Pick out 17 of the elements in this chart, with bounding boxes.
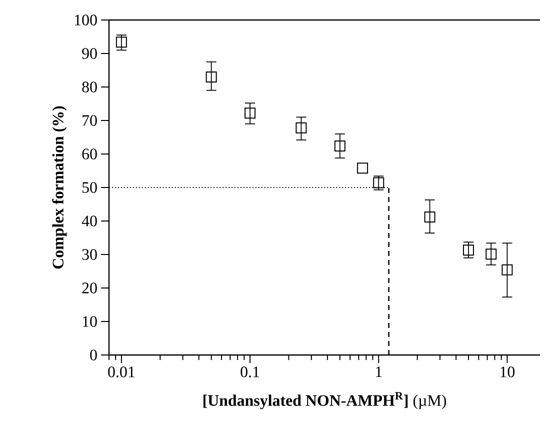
y-tick-label: 50: [82, 182, 97, 193]
y-axis-title: Complex formation (%): [52, 106, 67, 269]
y-tick-label: 90: [82, 48, 97, 59]
y-tick-label: 10: [82, 316, 97, 327]
x-tick-label: 0.01: [108, 366, 134, 378]
y-tick-label: 0: [90, 350, 97, 360]
y-tick-label: 100: [74, 14, 97, 26]
y-tick-label: 30: [82, 249, 97, 260]
y-tick-label: 20: [82, 282, 97, 294]
y-tick-label: 80: [82, 82, 97, 92]
y-tick-label: 40: [82, 216, 97, 226]
y-tick-label: 70: [82, 115, 97, 126]
x-tick-label: 0.1: [240, 366, 260, 378]
x-tick-label: 1: [376, 366, 382, 378]
text: [Undansylated NON-AMPH$^{R}$] (µM): [203, 392, 446, 410]
x-tick-label: 10: [500, 366, 515, 378]
y-tick-label: 60: [82, 148, 97, 160]
